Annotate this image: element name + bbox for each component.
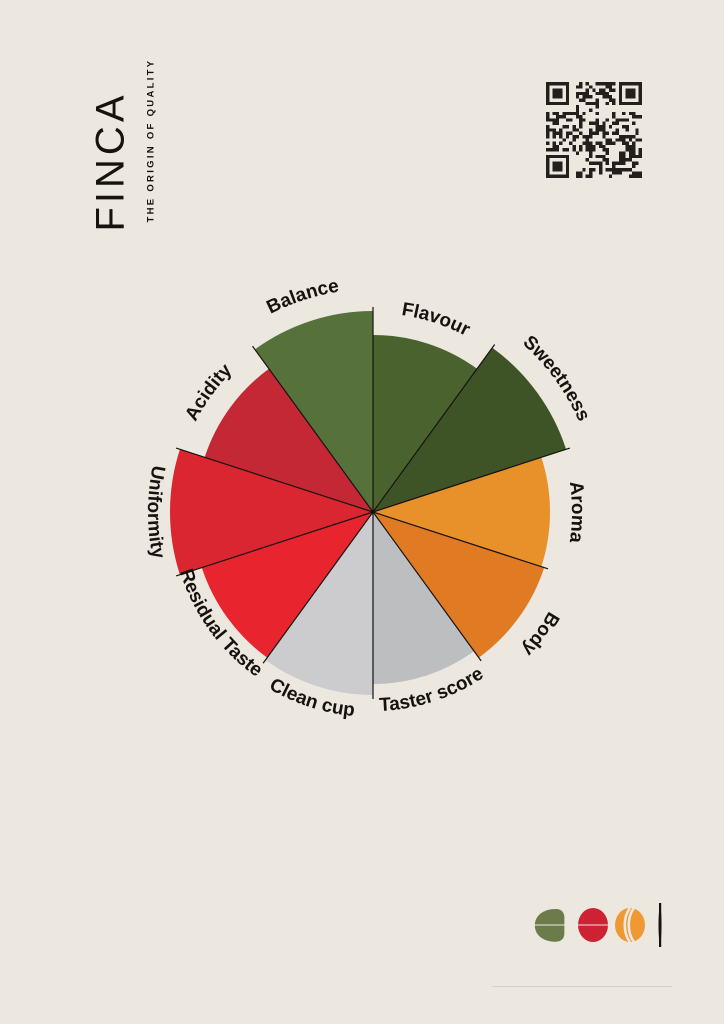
wheel-segment[interactable] — [373, 335, 478, 512]
wheel-segment[interactable] — [201, 512, 373, 658]
wheel-segment[interactable] — [204, 368, 373, 512]
vertical-bar-icon — [658, 903, 662, 947]
footer-divider — [492, 986, 672, 987]
leaf-icon — [532, 908, 565, 942]
wheel-segment[interactable] — [254, 311, 373, 512]
segment-divider — [262, 511, 374, 664]
qr-code-icon[interactable] — [546, 82, 642, 178]
segment-label: Aroma — [565, 480, 588, 544]
segment-divider — [175, 447, 374, 513]
segment-divider — [372, 511, 482, 662]
wheel-segment[interactable] — [169, 449, 373, 575]
cherry-icon — [578, 908, 608, 942]
segment-divider — [175, 511, 374, 577]
wheel-segment[interactable] — [373, 457, 550, 567]
coffee-bean-icon — [615, 907, 645, 943]
footer-icon-strip — [532, 903, 662, 947]
spoke-divider-layer — [175, 307, 571, 699]
segment-label: Uniformity — [143, 464, 169, 561]
segment-divider — [252, 345, 374, 513]
wheel-segment[interactable] — [373, 512, 475, 684]
wheel-segment[interactable] — [373, 512, 545, 658]
segment-divider — [372, 511, 549, 570]
segment-label: Balance — [263, 276, 340, 319]
segment-label: Flavour — [400, 299, 474, 341]
segment-divider — [372, 344, 496, 513]
segment-divider — [372, 447, 571, 513]
segment-label: Body — [517, 608, 563, 660]
wheel-segment[interactable] — [265, 512, 373, 695]
wheel-segment[interactable] — [373, 347, 567, 512]
wedge-layer — [169, 311, 567, 695]
